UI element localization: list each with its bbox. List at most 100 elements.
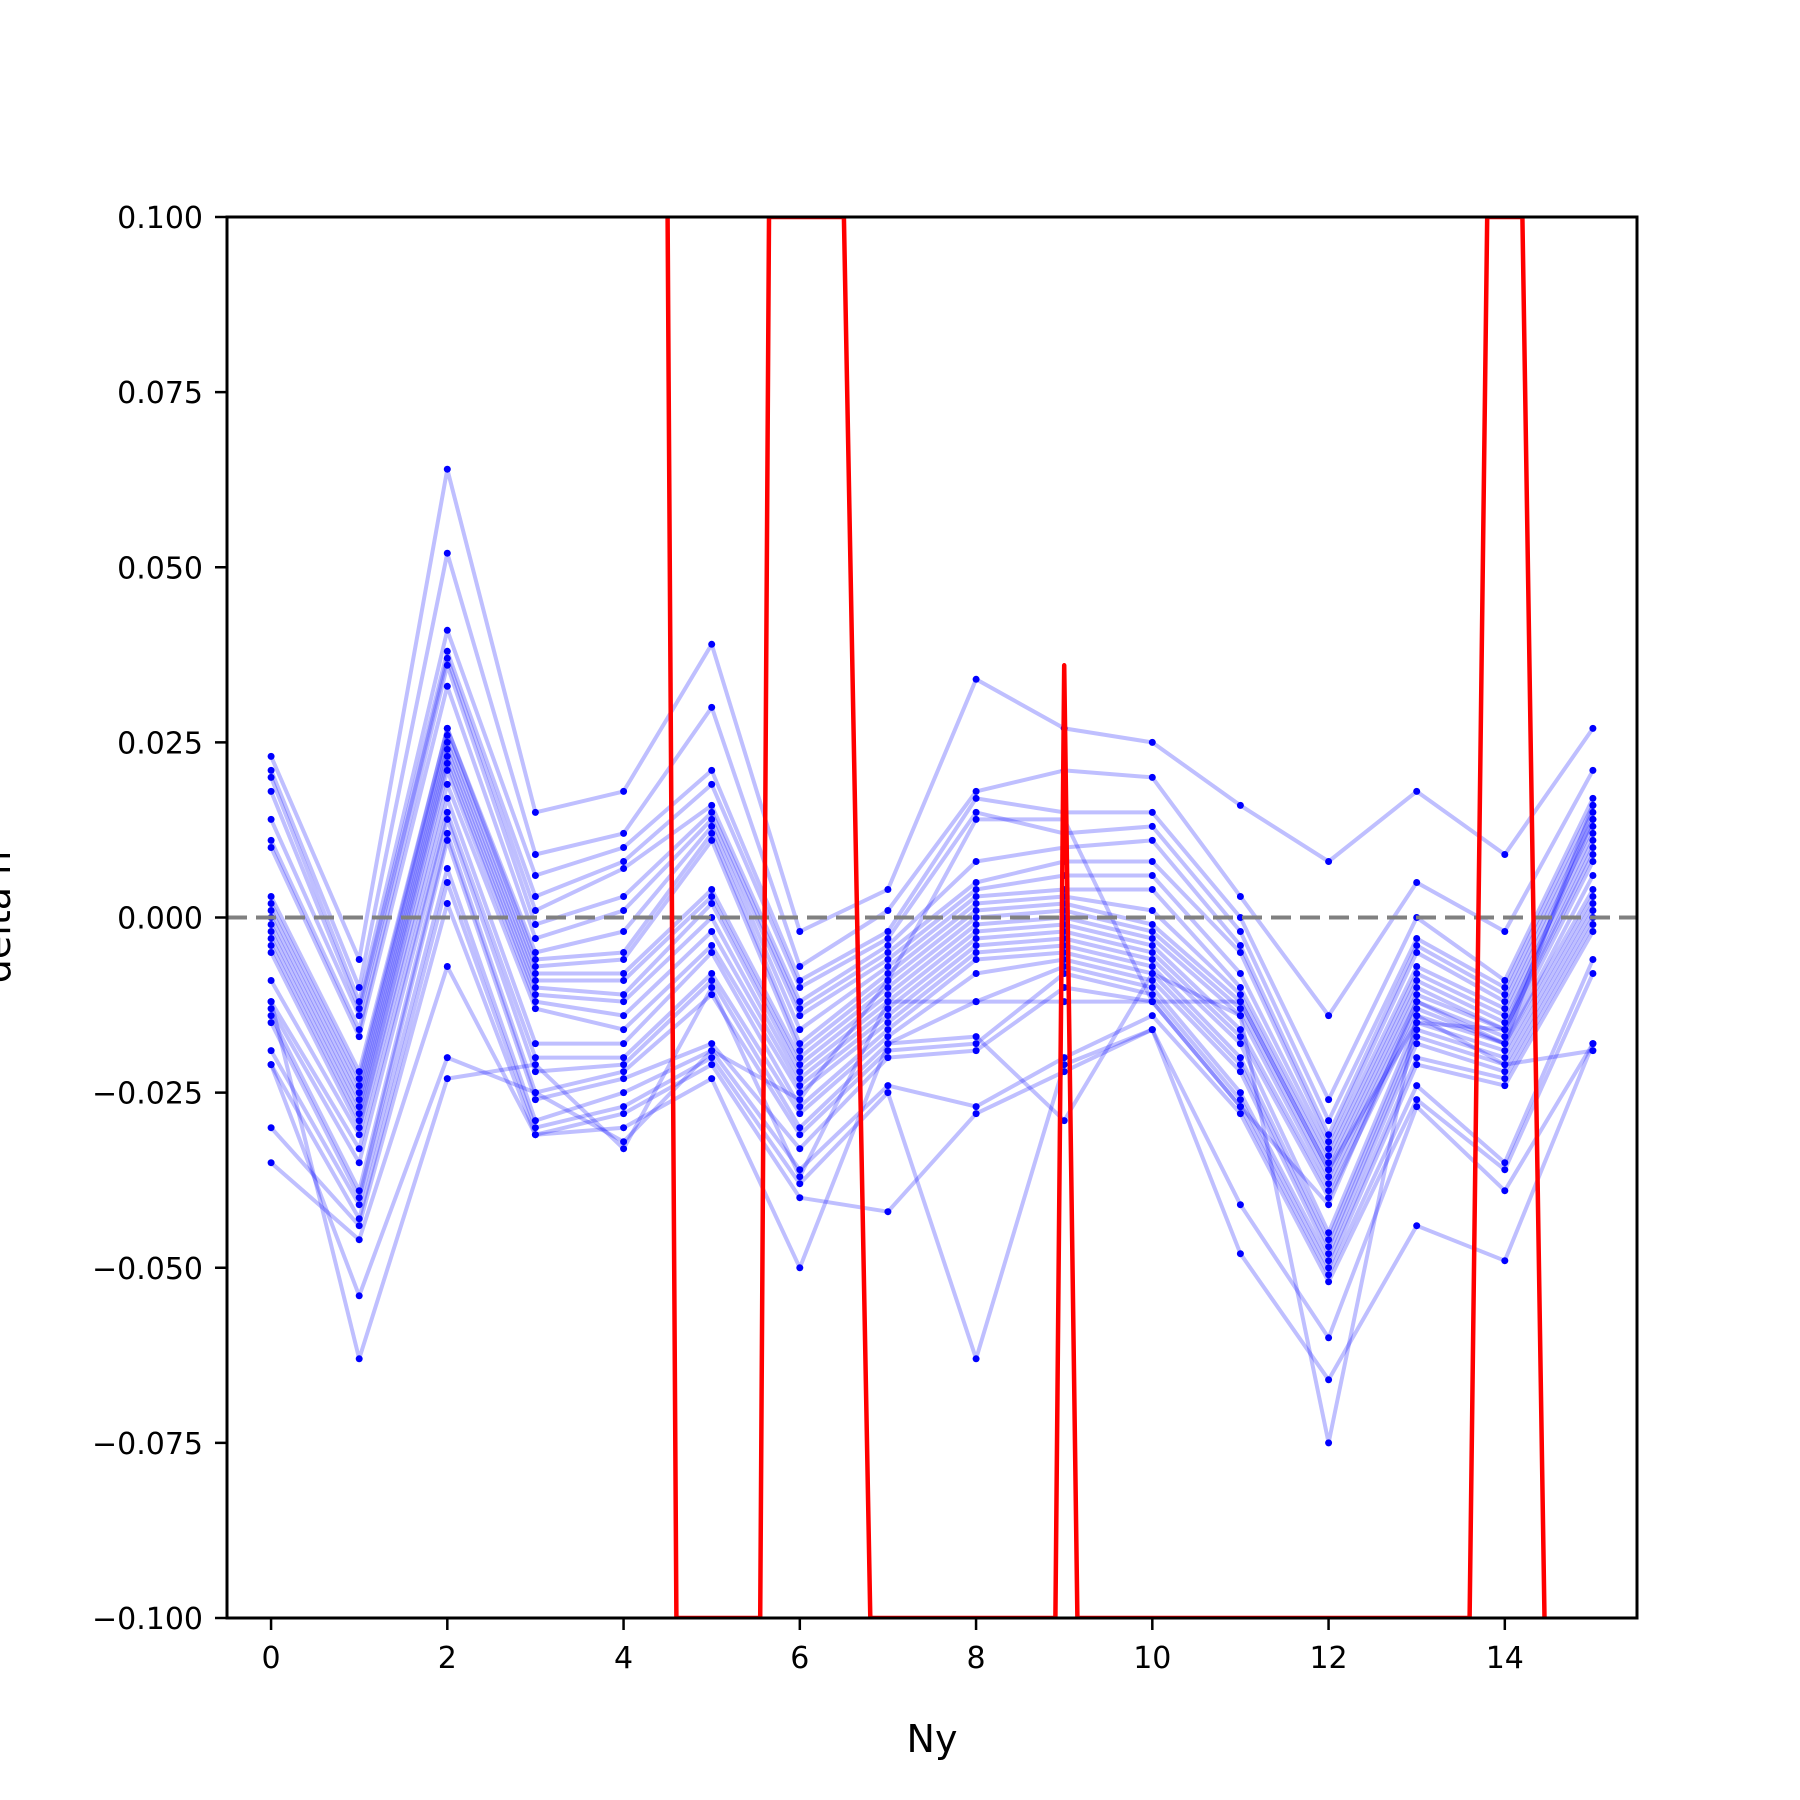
data-point-5-1 <box>355 1026 363 1034</box>
data-point-7-11 <box>1236 984 1244 991</box>
data-point-18-2 <box>443 815 451 823</box>
data-point-18-3 <box>531 1068 539 1076</box>
data-point-8-4 <box>620 949 628 956</box>
data-point-10-1 <box>355 1089 363 1097</box>
data-point-17-3 <box>531 1054 539 1062</box>
data-point-18-14 <box>1501 1075 1509 1083</box>
data-point-22-7 <box>884 1089 892 1097</box>
data-point-8-10 <box>1148 907 1156 914</box>
data-point-2-1 <box>355 998 363 1006</box>
data-point-0-6 <box>796 928 804 935</box>
data-point-2-12 <box>1325 1096 1333 1104</box>
data-point-19-10 <box>1148 991 1156 999</box>
data-point-22-3 <box>531 1124 539 1132</box>
data-point-0-11 <box>1236 801 1244 809</box>
y-tick-label-5: 0.025 <box>117 726 203 761</box>
data-point-3-12 <box>1325 1117 1333 1125</box>
series-line-7 <box>269 726 1595 1158</box>
series-line-24 <box>269 964 1594 1445</box>
data-point-16-6 <box>796 1103 804 1111</box>
x-tick-label-2: 4 <box>614 1641 633 1676</box>
data-point-12-3 <box>531 984 539 991</box>
data-point-11-6 <box>796 1061 804 1069</box>
data-point-4-11 <box>1236 942 1244 949</box>
data-point-7-15 <box>1589 829 1597 837</box>
data-point-15-1 <box>355 1124 363 1132</box>
data-point-21-11 <box>1236 1110 1244 1118</box>
data-point-13-1 <box>355 1110 363 1118</box>
data-point-25-6 <box>796 1096 804 1104</box>
data-point-20-8 <box>972 1047 980 1055</box>
data-point-8-6 <box>796 1040 804 1048</box>
data-point-3-14 <box>1501 984 1509 991</box>
data-point-10-4 <box>620 970 628 977</box>
data-point-7-12 <box>1325 1152 1333 1160</box>
data-point-3-3 <box>531 893 539 900</box>
data-point-13-8 <box>972 935 980 942</box>
data-point-7-7 <box>884 963 892 970</box>
data-point-14-2 <box>443 766 451 774</box>
data-point-10-5 <box>708 886 716 893</box>
data-point-23-10 <box>1148 1026 1156 1034</box>
data-point-19-0 <box>267 1012 275 1020</box>
data-point-26-10 <box>1148 998 1156 1006</box>
data-point-3-13 <box>1413 935 1421 942</box>
series-line-21 <box>269 866 1595 1284</box>
data-point-4-7 <box>884 942 892 949</box>
data-point-2-15 <box>1589 794 1597 802</box>
data-point-2-7 <box>884 928 892 935</box>
data-point-17-1 <box>355 1145 363 1153</box>
data-point-22-12 <box>1325 1334 1333 1342</box>
data-point-23-7 <box>884 1208 892 1216</box>
data-point-14-15 <box>1589 893 1597 900</box>
data-point-26-7 <box>884 998 892 1006</box>
data-point-15-10 <box>1148 963 1156 970</box>
data-point-25-7 <box>884 977 892 984</box>
data-point-15-2 <box>443 780 451 788</box>
data-point-21-2 <box>443 865 451 872</box>
data-point-23-11 <box>1236 1250 1244 1258</box>
data-point-22-2 <box>443 879 451 886</box>
data-point-9-4 <box>620 956 628 963</box>
data-point-25-14 <box>1501 1026 1509 1034</box>
data-point-8-3 <box>531 956 539 963</box>
data-point-9-10 <box>1148 921 1156 928</box>
data-point-13-12 <box>1325 1194 1333 1202</box>
series-line-15 <box>269 782 1595 1242</box>
data-point-24-4 <box>620 1124 628 1132</box>
data-point-21-3 <box>531 1117 539 1125</box>
y-axis-label: delta n <box>0 851 19 983</box>
data-point-2-0 <box>267 773 275 781</box>
series-line-25 <box>269 817 1595 1298</box>
data-point-8-1 <box>355 1075 363 1083</box>
data-point-6-2 <box>443 682 451 690</box>
data-point-17-4 <box>620 1054 628 1062</box>
data-point-17-8 <box>972 970 980 977</box>
data-point-6-15 <box>1589 822 1597 830</box>
data-point-17-6 <box>796 1110 804 1118</box>
data-point-18-0 <box>267 1005 275 1013</box>
data-point-26-1 <box>355 1355 363 1363</box>
data-point-24-8 <box>972 1033 980 1041</box>
data-point-5-6 <box>796 1005 804 1013</box>
data-point-14-7 <box>884 1012 892 1020</box>
data-point-11-8 <box>972 921 980 928</box>
data-point-5-5 <box>708 808 716 816</box>
data-point-20-2 <box>443 836 451 844</box>
data-point-22-1 <box>355 1215 363 1223</box>
data-point-5-4 <box>620 893 628 900</box>
data-point-24-7 <box>884 1040 892 1048</box>
data-point-14-11 <box>1236 1040 1244 1048</box>
data-point-0-7 <box>884 886 892 893</box>
data-point-4-13 <box>1413 942 1421 949</box>
data-point-7-6 <box>796 1026 804 1034</box>
data-point-11-7 <box>884 991 892 999</box>
series-line-8 <box>269 726 1595 1165</box>
data-point-13-7 <box>884 1005 892 1013</box>
data-point-8-13 <box>1413 977 1421 984</box>
data-point-6-13 <box>1413 963 1421 970</box>
series-line-1 <box>269 551 1595 1018</box>
data-point-23-0 <box>267 1124 275 1132</box>
data-point-8-12 <box>1325 1159 1333 1167</box>
